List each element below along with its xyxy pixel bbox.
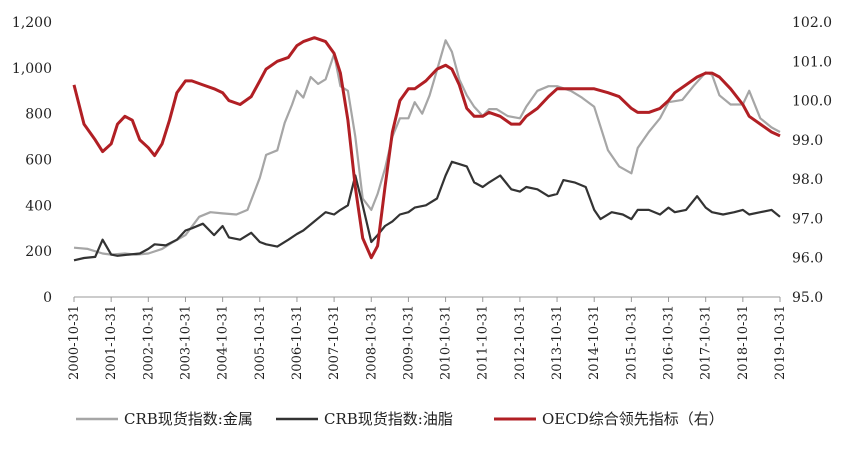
legend-label-1: CRB现货指数:金属 [124, 410, 253, 428]
series-line-3 [72, 36, 781, 260]
x-tick-label: 2003-10-31 [178, 305, 193, 380]
y-right-tick-label: 97.0 [792, 211, 823, 227]
y-right-tick-label: 98.0 [792, 172, 823, 188]
legend: CRB现货指数:金属 CRB现货指数:油脂 OECD综合领先指标（右） [76, 410, 724, 428]
x-tick-label: 2013-10-31 [550, 305, 565, 380]
x-tick-label: 2016-10-31 [662, 305, 677, 380]
x-tick-label: 2018-10-31 [736, 305, 751, 380]
y-right-tick-label: 96.0 [792, 251, 823, 267]
x-tick-label: 2019-10-31 [773, 305, 788, 380]
y-left-tick-label: 400 [25, 198, 52, 214]
y-left-tick-label: 0 [43, 290, 52, 306]
y-right-tick-label: 102.0 [792, 15, 832, 31]
y-right-tick-label: 101.0 [792, 54, 832, 70]
y-right-tick-label: 100.0 [792, 94, 832, 110]
x-tick-label: 2017-10-31 [699, 305, 714, 380]
x-tick-label: 2010-10-31 [439, 305, 454, 380]
x-tick-label: 2005-10-31 [253, 305, 268, 380]
x-tick-label: 2002-10-31 [141, 305, 156, 380]
y-left-tick-label: 800 [25, 107, 52, 123]
legend-label-2: CRB现货指数:油脂 [324, 410, 453, 428]
x-tick-label: 2012-10-31 [513, 305, 528, 380]
x-tick-label: 2004-10-31 [216, 305, 231, 380]
x-tick-label: 2008-10-31 [364, 305, 379, 380]
y-left-tick-label: 200 [25, 244, 52, 260]
y-right-tick-label: 95.0 [792, 290, 823, 306]
x-tick-label: 2001-10-31 [104, 305, 119, 380]
axes: 2000-10-31 2001-10-31 2002-10-31 2003-10-31… [12, 15, 832, 380]
plot-lines [72, 36, 781, 262]
x-tick-label: 2015-10-31 [624, 305, 639, 380]
x-tick-label: 2006-10-31 [290, 305, 305, 380]
x-tick-label: 2009-10-31 [401, 305, 416, 380]
y-left-tick-label: 600 [25, 153, 52, 169]
x-tick-label: 2000-10-31 [67, 305, 82, 380]
x-tick-label: 2011-10-31 [476, 305, 491, 380]
x-tick-label: 2014-10-31 [587, 305, 602, 380]
series-line-2 [73, 160, 781, 262]
x-tick-label: 2007-10-31 [327, 305, 342, 380]
series-line-1 [73, 39, 781, 256]
legend-label-3: OECD综合领先指标（右） [542, 410, 724, 428]
y-left-tick-label: 1,200 [12, 15, 52, 31]
y-right-tick-label: 99.0 [792, 133, 823, 149]
y-left-tick-label: 1,000 [12, 61, 52, 77]
